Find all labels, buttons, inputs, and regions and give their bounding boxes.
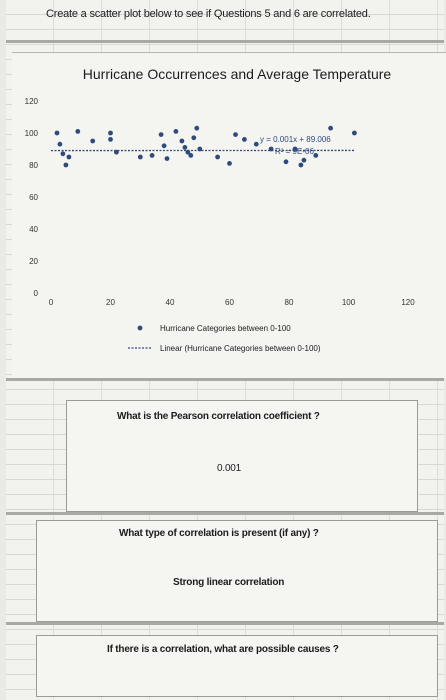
legend-series-label: Hurricane Categories between 0-100 [160,324,291,333]
data-point [90,138,96,144]
answer-box-3: If there is a correlation, what are poss… [36,635,438,697]
data-point [298,162,304,168]
chart-svg: Hurricane Occurrences and Average Temper… [25,66,416,353]
data-point [227,161,232,166]
divider [6,622,444,625]
data-point [194,125,200,131]
answer-1: 0.001 [217,463,242,474]
x-tick-label: 60 [225,298,234,307]
data-point [328,125,333,131]
data-points [54,125,357,168]
x-tick-label: 120 [401,298,415,307]
y-tick-label: 120 [25,97,39,106]
data-point [63,162,69,168]
y-tick-label: 100 [25,129,39,138]
divider [6,378,444,381]
data-point [215,154,221,160]
y-tick-label: 20 [29,257,38,266]
question-2: What type of correlation is present (if … [119,528,319,539]
trendline-equation: y = 0.001x + 89.006 [260,135,331,144]
data-point [164,156,170,161]
data-point [191,135,197,141]
data-point [179,138,185,144]
y-tick-label: 40 [29,225,38,234]
x-tick-label: 100 [342,298,356,307]
answer-box-2: What type of correlation is present (if … [36,520,438,622]
data-point [161,143,167,149]
data-point [57,141,63,147]
trendline-r-squared: R² = 9E-06 [275,147,314,156]
data-point [54,130,60,136]
worksheet-prompt: Create a scatter plot below to see if Qu… [46,8,371,20]
question-1: What is the Pearson correlation coeffici… [117,411,320,422]
data-point [188,153,194,158]
answer-box-1: What is the Pearson correlation coeffici… [66,400,418,512]
data-point [108,137,113,142]
data-point [108,130,113,136]
legend-marker-icon [137,325,143,331]
x-axis-ticks: 0 20 40 60 80 100 120 [49,298,415,307]
y-tick-label: 60 [29,193,38,202]
data-point [352,130,357,136]
x-tick-label: 40 [166,298,175,307]
data-point [149,153,155,158]
y-tick-label: 80 [29,161,38,170]
data-point [185,149,191,155]
y-axis-ticks: 0 20 40 60 80 100 120 [25,97,39,298]
worksheet: Create a scatter plot below to see if Qu… [6,0,446,700]
scatter-chart: Hurricane Occurrences and Average Temper… [12,52,446,378]
data-point [182,145,188,150]
x-tick-label: 80 [285,298,294,307]
data-point [233,132,238,137]
data-point [301,157,307,163]
question-3: If there is a correlation, what are poss… [107,644,339,655]
data-point [75,129,81,134]
data-point [158,132,164,137]
data-point [292,146,298,152]
data-point [253,141,259,147]
data-point [60,151,66,157]
x-tick-label: 0 [49,298,54,307]
y-tick-label: 0 [34,289,39,298]
answer-2: Strong linear correlation [173,577,285,588]
legend-trend-label: Linear (Hurricane Categories between 0-1… [160,344,321,353]
data-point [66,154,72,160]
x-tick-label: 20 [106,298,115,307]
data-point [242,137,247,142]
data-point [197,146,203,152]
data-point [137,154,143,160]
data-point [313,153,319,158]
divider [6,40,444,43]
divider [6,512,444,515]
data-point [173,129,179,134]
data-point [268,146,274,152]
chart-title: Hurricane Occurrences and Average Temper… [83,66,392,82]
data-point [283,159,289,165]
data-point [114,149,119,155]
